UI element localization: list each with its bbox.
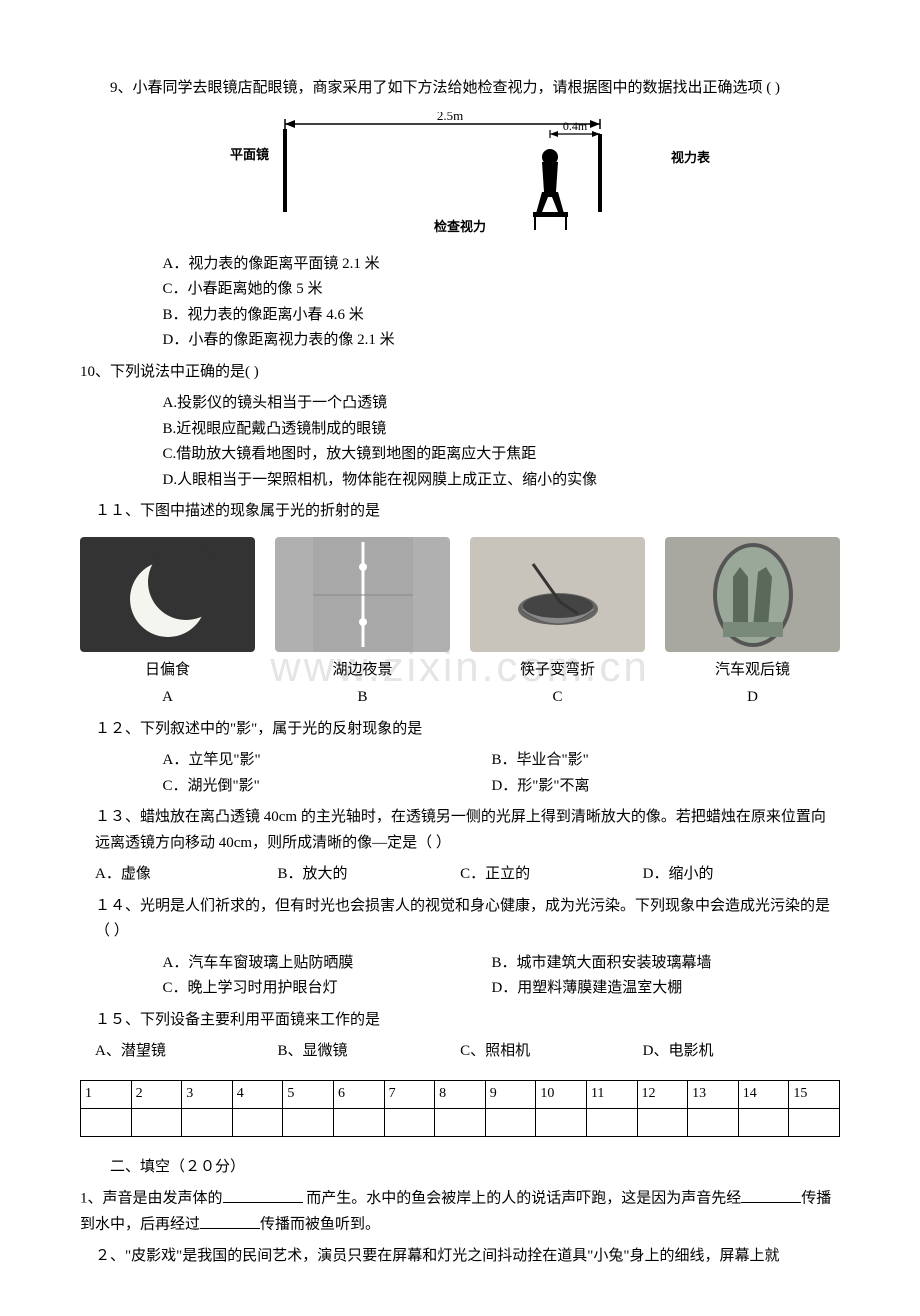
- answer-cell[interactable]: [182, 1108, 233, 1136]
- answer-cell[interactable]: [789, 1108, 840, 1136]
- answer-cell[interactable]: [536, 1108, 587, 1136]
- cell-5: 5: [283, 1080, 334, 1108]
- question-15-text: １５、下列设备主要利用平面镜来工作的是: [80, 1008, 840, 1034]
- letter-b: B: [275, 685, 450, 711]
- table-row: 1 2 3 4 5 6 7 8 9 10 11 12 13 14 15: [81, 1080, 840, 1108]
- answer-cell[interactable]: [435, 1108, 486, 1136]
- q15-option-c: C、照相机: [460, 1039, 639, 1065]
- cell-2: 2: [131, 1080, 182, 1108]
- q9-option-a: A．视力表的像距离平面镜 2.1 米: [80, 252, 840, 278]
- q11-image-b: 湖边夜景 B: [275, 537, 450, 711]
- chopstick-bowl-icon: [498, 544, 618, 644]
- table-row: [81, 1108, 840, 1136]
- fill-2: ２、"皮影戏"是我国的民间艺术，演员只要在屏幕和灯光之间抖动拴在道具"小兔"身上…: [80, 1244, 840, 1270]
- answer-cell[interactable]: [283, 1108, 334, 1136]
- cell-1: 1: [81, 1080, 132, 1108]
- q14-option-d: D．用塑料薄膜建造温室大棚: [491, 976, 816, 1002]
- lake-night-icon: [313, 537, 413, 652]
- cell-8: 8: [435, 1080, 486, 1108]
- cell-7: 7: [384, 1080, 435, 1108]
- answer-cell[interactable]: [485, 1108, 536, 1136]
- cell-3: 3: [182, 1080, 233, 1108]
- q15-option-d: D、电影机: [643, 1039, 822, 1065]
- q12-option-b: B．毕业合"影": [491, 748, 816, 774]
- q13-option-c: C．正立的: [460, 862, 639, 888]
- q11-image-c: 筷子变弯折 C: [470, 537, 645, 711]
- q12-option-a: A．立竿见"影": [163, 748, 488, 774]
- q13-option-a: A．虚像: [95, 862, 274, 888]
- q15-option-b: B、显微镜: [278, 1039, 457, 1065]
- q15-option-a: A、潜望镜: [95, 1039, 274, 1065]
- q11-image-a: 日偏食 A: [80, 537, 255, 711]
- fill1-end: 传播而被鱼听到。: [260, 1217, 380, 1233]
- answer-cell[interactable]: [738, 1108, 789, 1136]
- question-10-text: 10、下列说法中正确的是( ): [80, 360, 840, 386]
- blank-input[interactable]: [200, 1212, 260, 1229]
- q9-option-d: D．小春的像距离视力表的像 2.1 米: [80, 328, 840, 354]
- q9-option-b: B．视力表的像距离小春 4.6 米: [80, 303, 840, 329]
- cell-13: 13: [688, 1080, 739, 1108]
- letter-d: D: [665, 685, 840, 711]
- answer-cell[interactable]: [384, 1108, 435, 1136]
- caption-b: 湖边夜景: [275, 658, 450, 684]
- q10-option-d: D.人眼相当于一架照相机，物体能在视网膜上成正立、缩小的实像: [80, 468, 840, 494]
- rearview-mirror-icon: [698, 537, 808, 652]
- answer-cell[interactable]: [333, 1108, 384, 1136]
- q10-option-b: B.近视眼应配戴凸透镜制成的眼镜: [80, 417, 840, 443]
- cell-6: 6: [333, 1080, 384, 1108]
- question-14-text: １４、光明是人们祈求的，但有时光也会损害人的视觉和身心健康，成为光污染。下列现象…: [80, 894, 840, 945]
- q9-option-c: C．小春距离她的像 5 米: [80, 277, 840, 303]
- answer-cell[interactable]: [232, 1108, 283, 1136]
- q11-image-d: 汽车观后镜 D: [665, 537, 840, 711]
- fill1-pre: 1、声音是由发声体的: [80, 1191, 223, 1207]
- q12-option-c: C．湖光倒"影": [163, 774, 488, 800]
- q9-diagram: 2.5m 0.4m 平面镜 视力表 检查视力: [80, 112, 840, 242]
- chart-label: 视力表: [671, 147, 710, 169]
- q12-option-d: D．形"影"不离: [491, 774, 816, 800]
- cell-4: 4: [232, 1080, 283, 1108]
- question-11-text: １１、下图中描述的现象属于光的折射的是: [80, 499, 840, 525]
- cell-11: 11: [586, 1080, 637, 1108]
- section-2-title: 二、填空（２０分）: [80, 1155, 840, 1181]
- blank-input[interactable]: [741, 1186, 801, 1203]
- dim-2-5m: 2.5m: [437, 112, 463, 123]
- q13-option-d: D．缩小的: [643, 862, 822, 888]
- dim-0-4m: 0.4m: [563, 119, 588, 133]
- q14-option-c: C．晚上学习时用护眼台灯: [163, 976, 488, 1002]
- solar-eclipse-icon: [118, 544, 218, 644]
- letter-c: C: [470, 685, 645, 711]
- q10-option-a: A.投影仪的镜头相当于一个凸透镜: [80, 391, 840, 417]
- cell-9: 9: [485, 1080, 536, 1108]
- answer-cell[interactable]: [586, 1108, 637, 1136]
- question-9-text: 9、小春同学去眼镜店配眼镜，商家采用了如下方法给她检查视力，请根据图中的数据找出…: [80, 76, 840, 102]
- cell-15: 15: [789, 1080, 840, 1108]
- fill1-mid1: 而产生。水中的鱼会被岸上的人的说话声吓跑，这是因为声音先经: [303, 1191, 742, 1207]
- answer-cell[interactable]: [81, 1108, 132, 1136]
- q11-image-row: 日偏食 A 湖边夜景 B: [80, 537, 840, 711]
- q14-option-a: A．汽车车窗玻璃上贴防晒膜: [163, 951, 488, 977]
- cell-10: 10: [536, 1080, 587, 1108]
- person-silhouette: [533, 149, 568, 230]
- caption-c: 筷子变弯折: [470, 658, 645, 684]
- q10-option-c: C.借助放大镜看地图时，放大镜到地图的距离应大于焦距: [80, 442, 840, 468]
- q13-option-b: B．放大的: [278, 862, 457, 888]
- blank-input[interactable]: [223, 1186, 303, 1203]
- caption-a: 日偏食: [80, 658, 255, 684]
- question-12-text: １２、下列叙述中的"影"，属于光的反射现象的是: [80, 717, 840, 743]
- caption-d: 汽车观后镜: [665, 658, 840, 684]
- mirror-label: 平面镜: [230, 144, 269, 166]
- bottom-label: 检查视力: [434, 216, 486, 238]
- letter-a: A: [80, 685, 255, 711]
- answer-table: 1 2 3 4 5 6 7 8 9 10 11 12 13 14 15: [80, 1080, 840, 1137]
- fill-1: 1、声音是由发声体的 而产生。水中的鱼会被岸上的人的说话声吓跑，这是因为声音先经…: [80, 1186, 840, 1238]
- answer-cell[interactable]: [688, 1108, 739, 1136]
- answer-cell[interactable]: [637, 1108, 688, 1136]
- cell-14: 14: [738, 1080, 789, 1108]
- answer-cell[interactable]: [131, 1108, 182, 1136]
- q14-option-b: B．城市建筑大面积安装玻璃幕墙: [491, 951, 816, 977]
- cell-12: 12: [637, 1080, 688, 1108]
- question-13-text: １３、蜡烛放在离凸透镜 40cm 的主光轴时，在透镜另一侧的光屏上得到清晰放大的…: [80, 805, 840, 856]
